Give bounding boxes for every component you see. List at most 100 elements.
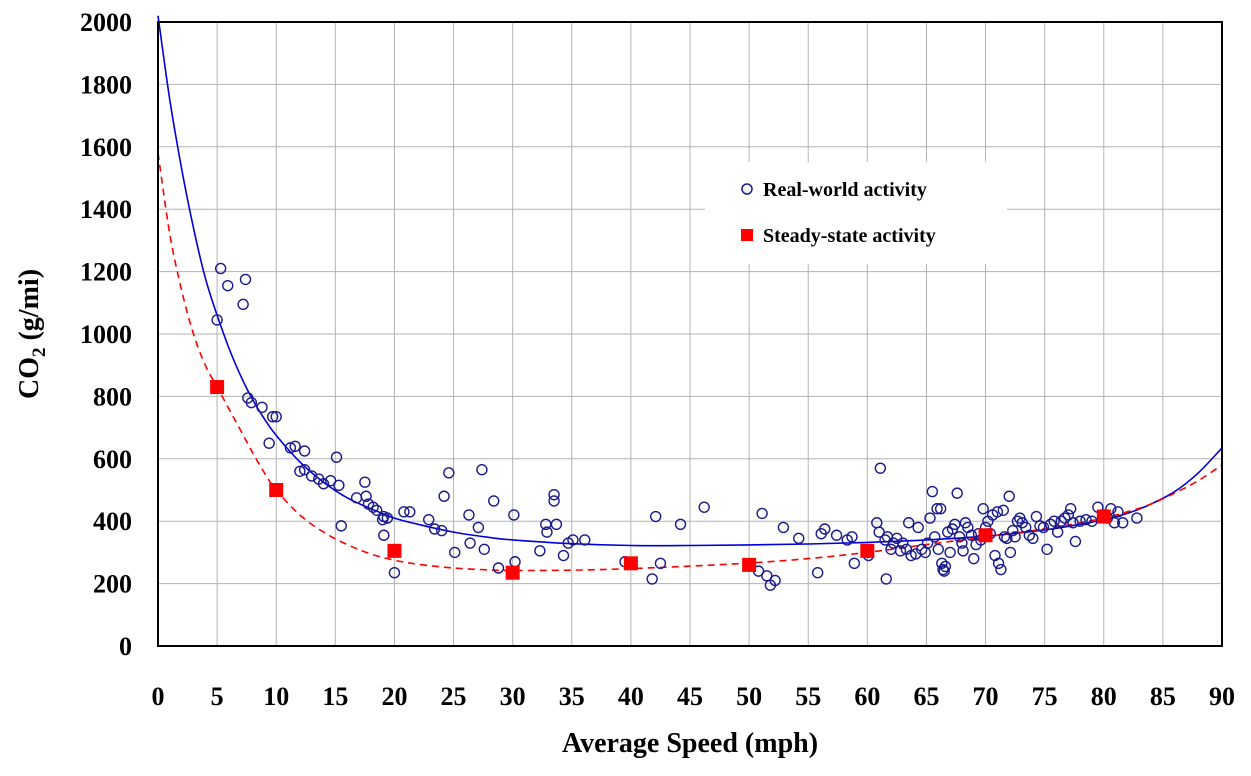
real-world-point [245, 396, 258, 409]
real-world-point [949, 518, 961, 531]
real-world-point [1069, 535, 1082, 548]
real-world-point [944, 546, 956, 559]
real-world-point [931, 503, 943, 515]
y-tick-label: 1200 [80, 258, 132, 287]
y-tick-label: 200 [93, 570, 132, 599]
real-world-point [289, 440, 301, 453]
real-world-point [333, 479, 345, 492]
real-world-point [324, 474, 337, 487]
real-world-point [968, 552, 980, 565]
x-tick-label: 75 [1032, 682, 1058, 711]
x-tick-label: 40 [618, 682, 644, 711]
real-world-point [371, 504, 383, 516]
steady-state-point [387, 543, 402, 558]
real-world-point [1059, 512, 1071, 524]
real-world-point [698, 501, 710, 513]
real-world-point [912, 521, 924, 534]
real-world-point [438, 490, 450, 502]
y-tick-label: 1000 [80, 320, 132, 349]
x-axis-title: Average Speed (mph) [562, 728, 818, 759]
y-tick-label: 400 [93, 507, 132, 536]
real-world-point [378, 529, 390, 541]
real-world-point [811, 566, 824, 579]
real-world-point [1027, 532, 1039, 545]
steady-state-point [269, 483, 284, 497]
real-world-point [1055, 515, 1067, 527]
real-world-point [1041, 543, 1053, 555]
real-world-point [404, 506, 416, 518]
real-world-point [534, 545, 546, 557]
real-world-point [548, 495, 560, 507]
real-world-point [1007, 524, 1019, 537]
legend-marker-steady-state [741, 229, 753, 241]
real-world-point [579, 534, 591, 546]
real-world-point [830, 529, 843, 541]
real-world-point [1067, 517, 1079, 529]
real-world-point [298, 445, 311, 457]
real-world-point [1131, 512, 1143, 524]
real-world-point [957, 545, 969, 557]
x-tick-label: 5 [211, 682, 224, 711]
real-world-point [222, 279, 234, 292]
real-world-point [1011, 515, 1024, 527]
real-world-point [443, 467, 455, 479]
real-world-point [476, 464, 488, 476]
real-world-point [654, 557, 667, 570]
real-world-point [924, 512, 936, 524]
plot-frame [157, 21, 1223, 647]
real-world-point [1009, 531, 1021, 543]
real-world-point [937, 563, 949, 576]
y-axis-title-unit: (g/mi) [14, 269, 45, 348]
real-world-point [880, 573, 892, 585]
real-world-point [1105, 503, 1117, 515]
real-world-point [939, 560, 952, 573]
x-tick-labels: 0 5 10 15 20 25 30 35 40 45 50 55 60 65 70 75 80 85 90 [152, 682, 1236, 711]
real-world-point [388, 566, 401, 579]
real-world-point [846, 531, 858, 543]
y-tick-label: 1600 [80, 133, 132, 162]
steady-state-point [742, 557, 757, 572]
real-world-point [921, 537, 934, 549]
real-world-point [1080, 513, 1092, 526]
real-world-point [650, 510, 662, 523]
x-tick-label: 60 [854, 682, 880, 711]
real-world-point [266, 410, 279, 423]
real-world-point [488, 495, 500, 507]
real-world-point [897, 537, 909, 549]
steady-state-point [505, 565, 520, 580]
x-tick-label: 30 [500, 682, 526, 711]
real-world-point [464, 537, 476, 549]
y-tick-label: 600 [93, 445, 132, 474]
data-points [210, 262, 1143, 591]
real-world-point [1004, 546, 1017, 559]
real-world-point [819, 523, 831, 535]
real-world-point [1037, 521, 1050, 534]
legend-marker-real-world [741, 183, 753, 195]
real-world-point [335, 520, 347, 532]
real-world-point [423, 513, 435, 526]
real-world-point [1116, 517, 1129, 529]
real-world-point [777, 521, 790, 534]
real-world-point [508, 509, 520, 521]
real-world-point [214, 262, 227, 275]
real-world-point [270, 410, 282, 423]
real-world-point [938, 565, 950, 577]
x-tick-label: 10 [263, 682, 289, 711]
legend-box [705, 162, 1007, 264]
real-world-point [953, 531, 966, 543]
real-world-point [956, 537, 968, 549]
real-world-point [550, 518, 563, 531]
real-world-point [1044, 518, 1057, 531]
real-world-point [894, 545, 907, 557]
real-world-point [848, 557, 861, 570]
real-world-point [1001, 532, 1013, 545]
real-world-point [428, 523, 441, 535]
real-world-point [905, 549, 917, 562]
x-tick-label: 45 [677, 682, 703, 711]
steady-state-point [978, 528, 993, 543]
real-world-point [995, 563, 1007, 576]
y-tick-label: 1800 [80, 70, 132, 99]
real-world-point [756, 507, 768, 520]
real-world-point [492, 562, 505, 574]
